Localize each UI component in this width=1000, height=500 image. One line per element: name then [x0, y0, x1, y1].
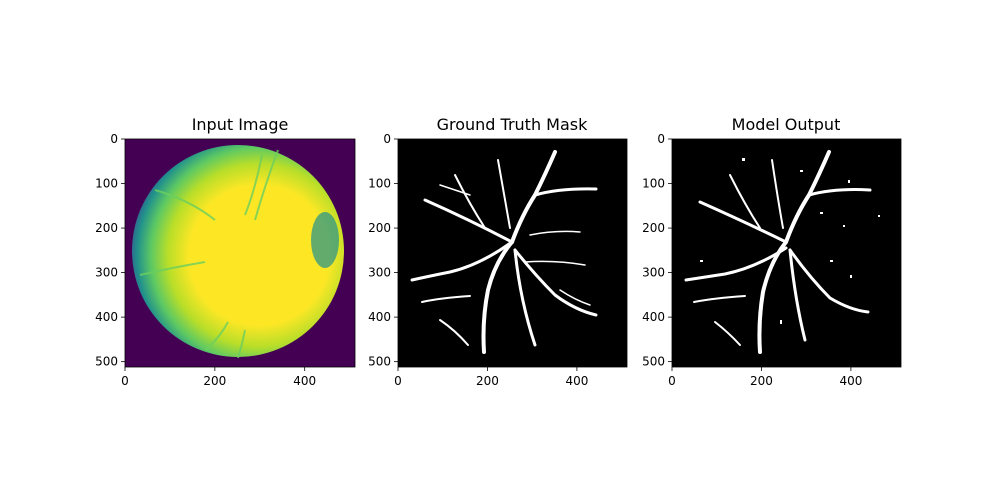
fundus-disc — [132, 145, 344, 357]
y-tick-label: 200 — [642, 221, 665, 235]
axes-frame — [124, 138, 356, 368]
panel-title: Input Image — [192, 115, 289, 134]
x-tick-label: 400 — [839, 374, 862, 388]
x-tick-label: 400 — [565, 374, 588, 388]
predicted-vessels — [684, 150, 872, 354]
fundus-vessels — [139, 149, 279, 359]
mask-image — [398, 139, 627, 367]
y-tick-label: 500 — [642, 355, 665, 369]
y-tick-label: 400 — [95, 310, 118, 324]
prediction-speckles — [700, 158, 880, 324]
x-tick-label: 0 — [121, 374, 129, 388]
panel-title: Model Output — [732, 115, 841, 134]
y-tick-label: 400 — [642, 310, 665, 324]
y-tick-label: 0 — [657, 132, 665, 146]
y-tick-label: 100 — [642, 177, 665, 191]
panel-input-image: Input Image — [124, 115, 356, 368]
axes-frame — [671, 138, 902, 368]
fundus-image — [125, 139, 355, 367]
x-tick-label: 400 — [293, 374, 316, 388]
fundus-dark-edge — [311, 212, 339, 268]
y-tick-label: 300 — [642, 266, 665, 280]
panel-title: Ground Truth Mask — [437, 115, 589, 134]
y-tick-label: 500 — [95, 355, 118, 369]
x-tick-label: 0 — [394, 374, 402, 388]
mask-image — [672, 139, 901, 367]
y-tick-label: 100 — [95, 177, 118, 191]
y-tick-label: 0 — [383, 132, 391, 146]
axes-frame — [397, 138, 628, 368]
panel-model-output: Model Output — [671, 115, 902, 368]
x-tick-label: 200 — [476, 374, 499, 388]
x-tick-label: 200 — [203, 374, 226, 388]
x-tick-label: 0 — [668, 374, 676, 388]
y-tick-label: 300 — [95, 266, 118, 280]
y-tick-label: 0 — [110, 132, 118, 146]
y-tick-label: 300 — [368, 266, 391, 280]
y-tick-label: 400 — [368, 310, 391, 324]
y-tick-label: 100 — [368, 177, 391, 191]
panel-ground-truth-mask: Ground Truth Mask — [397, 115, 628, 368]
ground-truth-vessels — [410, 150, 598, 354]
y-tick-label: 500 — [368, 355, 391, 369]
y-tick-label: 200 — [368, 221, 391, 235]
x-tick-label: 200 — [750, 374, 773, 388]
y-tick-label: 200 — [95, 221, 118, 235]
